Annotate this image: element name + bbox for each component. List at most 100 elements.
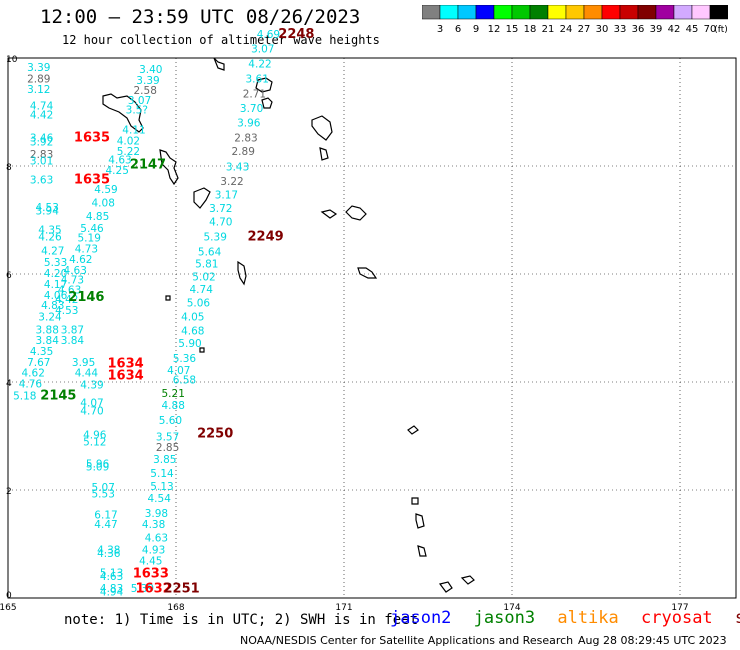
wave-height-reading: 4.17: [44, 279, 67, 291]
wave-height-reading: 4.25: [106, 165, 129, 177]
wave-height-reading: 4.02: [117, 135, 140, 147]
wave-height-reading: 4.74: [190, 284, 214, 296]
wave-height-reading: 4.70: [80, 405, 103, 417]
wave-height-reading: 3.96: [237, 118, 261, 130]
page-title: 12:00 – 23:59 UTC 08/26/2023: [40, 6, 361, 28]
wave-height-reading: 4.53: [36, 202, 59, 214]
pass-time-label: 2147: [130, 158, 166, 173]
legend-altika: altika: [557, 608, 619, 628]
wave-height-reading: 5.12: [83, 437, 106, 449]
wave-height-reading: 4.63: [100, 571, 123, 583]
wave-height-reading: 3.07: [251, 44, 274, 56]
wave-height-reading: 5.19: [78, 233, 101, 245]
wave-height-reading: 4.45: [139, 556, 162, 568]
colorbar-label: 9: [473, 24, 479, 35]
island-outline: [319, 147, 329, 161]
wave-height-reading: 2.71: [243, 88, 266, 100]
y-tick-label: 10: [6, 55, 18, 65]
colorbar-label: 27: [578, 24, 591, 35]
wave-height-reading: 3.95: [72, 357, 95, 369]
wave-height-reading: 3.39: [136, 75, 159, 87]
island-outline: [199, 347, 205, 353]
pass-time-label: 2250: [197, 427, 233, 442]
wave-height-reading: 4.20: [44, 268, 67, 280]
wave-height-reading: 3.40: [139, 64, 162, 76]
wave-height-reading: 5.13: [150, 481, 173, 493]
island-outline: [415, 513, 425, 529]
wave-height-reading: 5.53: [92, 489, 115, 501]
wave-height-reading: 7.67: [27, 357, 50, 369]
colorbar-label: 6: [455, 24, 461, 35]
pass-time-label: 1634: [108, 368, 144, 383]
wave-height-reading: 3.94: [36, 206, 60, 218]
wave-height-reading: 4.88: [162, 400, 185, 412]
wave-height-reading: 5.21: [162, 388, 185, 400]
wave-height-reading: 2.85: [156, 442, 179, 454]
wave-height-reading: 3.5?: [126, 105, 148, 117]
island-outline: [357, 267, 378, 279]
island-outline: [165, 295, 171, 301]
credit-line: NOAA/NESDIS Center for Satellite Applica…: [240, 634, 574, 647]
island-outline: [438, 581, 453, 593]
wave-height-reading: 5.06: [187, 297, 211, 309]
wave-height-reading: 5.96: [86, 458, 110, 470]
wave-height-reading: 6.58: [173, 375, 196, 387]
island-outline: [255, 77, 273, 93]
pass-time-label: 2248: [278, 27, 314, 42]
island-outline: [417, 545, 427, 557]
wave-height-reading: 5.64: [198, 247, 222, 259]
wave-height-reading: 5.07: [92, 482, 115, 494]
island-outline: [407, 425, 419, 435]
wave-height-reading: 3.39: [27, 62, 50, 74]
wave-height-reading: 3.98: [145, 508, 168, 520]
wave-height-reading: 4.63: [64, 265, 87, 277]
wave-height-reading: 4.96: [83, 430, 107, 442]
colorbar-label: 21: [542, 24, 555, 35]
colorbar-label: 39: [650, 24, 663, 35]
island-outline: [411, 497, 419, 505]
colorbar-label: 42: [668, 24, 681, 35]
pass-time-label: 1634: [108, 356, 144, 371]
legend-s3a: s3a: [735, 608, 740, 628]
wave-height-reading: 4.63: [108, 154, 131, 166]
wave-height-reading: 5.02: [192, 271, 215, 283]
wave-height-reading: 3.63: [30, 174, 53, 186]
pass-time-label: 2251: [164, 582, 200, 597]
colorbar-label: 3: [437, 24, 443, 35]
wave-height-reading: 5.81: [195, 259, 218, 271]
wave-height-reading: 4.44: [75, 368, 99, 380]
wave-height-reading: 4.26: [38, 232, 62, 244]
wave-height-reading: 3.70: [240, 103, 263, 115]
wave-height-reading: 4.39: [80, 379, 103, 391]
wave-height-reading: 4.38: [97, 545, 120, 557]
page-subtitle: 12 hour collection of altimeter wave hei…: [62, 33, 380, 47]
island-outline: [213, 57, 225, 71]
wave-height-reading: 2.89: [27, 73, 50, 85]
wave-height-reading: 4.76: [19, 378, 43, 390]
x-tick-label: 168: [167, 603, 184, 613]
wave-height-reading: 5.36: [173, 353, 197, 365]
colorbar-label: 18: [524, 24, 537, 35]
wave-height-reading: 3.12: [27, 84, 50, 96]
wave-height-reading: 4.68: [181, 325, 204, 337]
pass-time-label: 2146: [68, 290, 104, 305]
wave-height-reading: 4.35: [30, 346, 53, 358]
colorbar-label: 70: [704, 24, 717, 35]
wave-height-reading: 2.83: [30, 149, 53, 161]
wave-height-reading: 5.09: [86, 462, 109, 474]
wave-height-reading: 4.05: [181, 311, 204, 323]
wave-height-reading: 4.38: [142, 519, 165, 531]
colorbar-label: 33: [614, 24, 627, 35]
wave-height-reading: 4.93: [142, 545, 165, 557]
pass-time-label: 1632: [136, 582, 172, 597]
x-tick-label: 165: [0, 603, 17, 613]
pass-time-label: 2145: [40, 388, 76, 403]
wave-height-reading: 3.87: [61, 324, 84, 336]
wave-height-reading: 4.70: [209, 216, 232, 228]
y-tick-label: 0: [6, 591, 12, 601]
legend-jason3: jason3: [473, 608, 536, 628]
wave-height-reading: 5.60: [159, 415, 182, 427]
wave-height-reading: 5.33: [44, 257, 67, 269]
x-tick-label: 177: [671, 603, 688, 613]
